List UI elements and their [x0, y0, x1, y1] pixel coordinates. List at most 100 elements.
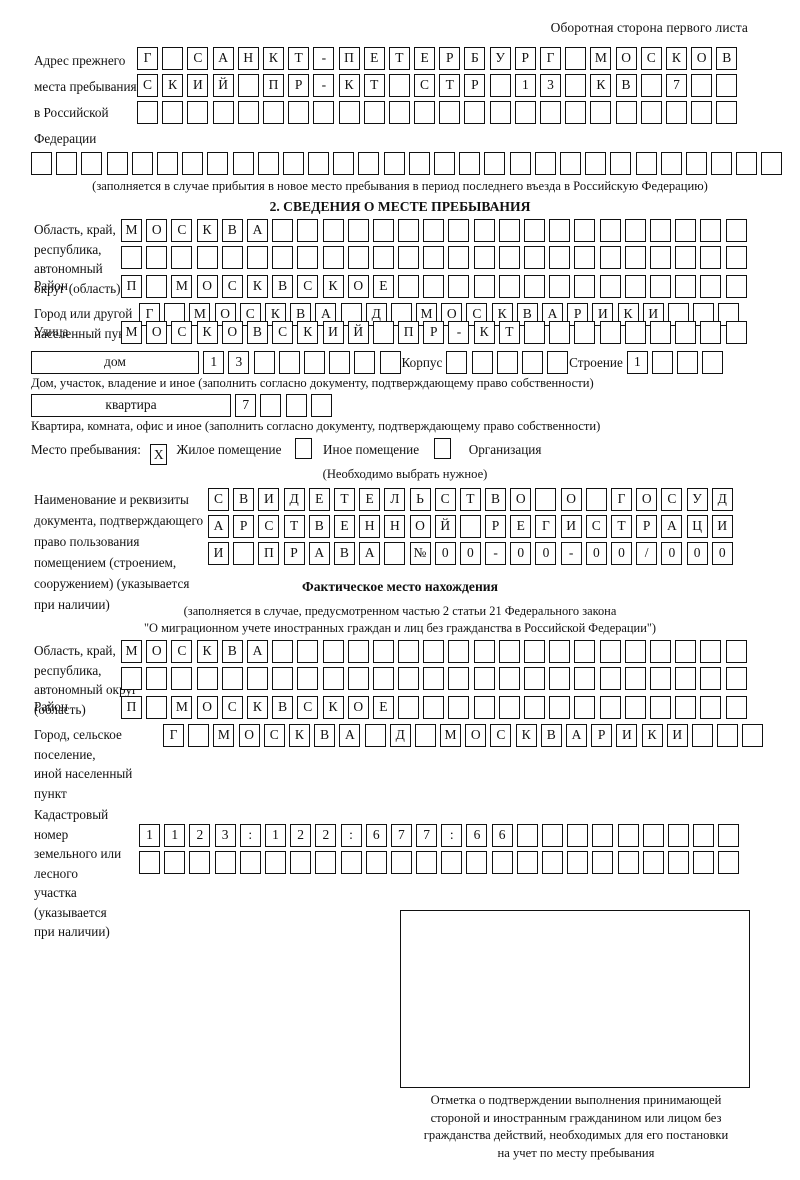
- document-cell[interactable]: Д: [711, 488, 733, 511]
- cadastral-cell[interactable]: 2: [189, 824, 211, 847]
- prev-address-cell[interactable]: М: [590, 47, 612, 70]
- cadastral-cell[interactable]: [340, 851, 362, 874]
- document-cell[interactable]: Й: [434, 515, 456, 538]
- document-cell[interactable]: Е: [510, 515, 532, 538]
- cadastral-cell[interactable]: [542, 851, 563, 874]
- prev-address-cell[interactable]: [187, 101, 209, 124]
- korpus-cell[interactable]: [471, 351, 493, 374]
- prev-address-cell[interactable]: П: [338, 47, 360, 70]
- actual-region-cell[interactable]: [221, 667, 243, 690]
- prev-address-wide-cell[interactable]: [660, 152, 682, 175]
- prev-address-cell[interactable]: Е: [414, 47, 436, 70]
- street-cell[interactable]: [725, 321, 747, 344]
- prev-address-wide-cell[interactable]: [383, 152, 405, 175]
- prev-address-wide-cell[interactable]: [610, 152, 632, 175]
- prev-address-wide-cell[interactable]: [232, 152, 254, 175]
- prev-address-wide-cell[interactable]: [585, 152, 607, 175]
- district-cell[interactable]: С: [221, 275, 243, 298]
- cadastral-cell[interactable]: [365, 851, 387, 874]
- actual-district-cell[interactable]: [675, 696, 697, 719]
- document-cell[interactable]: -: [560, 542, 582, 565]
- actual-region-cell[interactable]: С: [171, 640, 193, 663]
- actual-district-cell[interactable]: К: [322, 696, 344, 719]
- actual-region-cell[interactable]: [297, 640, 319, 663]
- region-cell[interactable]: [649, 246, 671, 269]
- prev-address-cell[interactable]: К: [262, 47, 284, 70]
- actual-region-cell[interactable]: В: [221, 640, 243, 663]
- actual-region-cell[interactable]: [675, 667, 697, 690]
- actual-city-cell[interactable]: С: [263, 724, 285, 747]
- cadastral-cell[interactable]: 6: [466, 824, 488, 847]
- actual-region-cell[interactable]: [574, 667, 596, 690]
- region-cell[interactable]: С: [171, 219, 193, 242]
- cadastral-cell[interactable]: [718, 851, 740, 874]
- street-cell[interactable]: [675, 321, 697, 344]
- prev-address-cell[interactable]: И: [187, 74, 209, 97]
- region-cell[interactable]: [297, 219, 319, 242]
- region-cell[interactable]: О: [146, 219, 168, 242]
- actual-region-cell[interactable]: [372, 640, 394, 663]
- actual-region-cell[interactable]: [398, 640, 420, 663]
- region-cell[interactable]: [700, 246, 722, 269]
- prev-address-cell[interactable]: [162, 101, 184, 124]
- actual-region-cell[interactable]: [649, 640, 671, 663]
- district-cell[interactable]: [146, 275, 168, 298]
- city-cell[interactable]: С: [239, 303, 261, 326]
- actual-region-cell[interactable]: [675, 640, 697, 663]
- city-cell[interactable]: М: [189, 303, 211, 326]
- actual-region-cell[interactable]: [297, 667, 319, 690]
- actual-city-cell[interactable]: В: [314, 724, 336, 747]
- prev-address-wide-cell[interactable]: [459, 152, 481, 175]
- region-cell[interactable]: [574, 246, 596, 269]
- actual-city-cell[interactable]: М: [440, 724, 462, 747]
- prev-address-cell[interactable]: У: [489, 47, 511, 70]
- district-cell[interactable]: [398, 275, 420, 298]
- actual-region-cell[interactable]: [524, 667, 545, 690]
- district-cell[interactable]: [524, 275, 545, 298]
- prev-address-cell[interactable]: [716, 101, 738, 124]
- actual-region-cell[interactable]: [423, 640, 445, 663]
- document-cell[interactable]: [535, 488, 557, 511]
- region-cell[interactable]: [649, 219, 671, 242]
- document-cell[interactable]: Р: [233, 515, 255, 538]
- prev-address-wide-cell[interactable]: [484, 152, 506, 175]
- prev-address-cell[interactable]: С: [187, 47, 209, 70]
- house-cell[interactable]: [278, 351, 300, 374]
- district-cell[interactable]: [725, 275, 747, 298]
- region-cell[interactable]: [524, 246, 545, 269]
- flat-cell[interactable]: [285, 394, 307, 417]
- document-cell[interactable]: 0: [459, 542, 481, 565]
- region-cell[interactable]: [221, 246, 243, 269]
- cadastral-cell[interactable]: :: [340, 824, 362, 847]
- document-cell[interactable]: Е: [359, 488, 381, 511]
- district-cell[interactable]: [624, 275, 646, 298]
- actual-region-cell[interactable]: [549, 640, 571, 663]
- prev-address-cell[interactable]: Б: [464, 47, 486, 70]
- actual-region-cell[interactable]: [347, 640, 369, 663]
- cadastral-cell[interactable]: [592, 851, 614, 874]
- region-cell[interactable]: [498, 219, 520, 242]
- region-cell[interactable]: [473, 246, 495, 269]
- cadastral-cell[interactable]: [617, 851, 639, 874]
- region-cell[interactable]: [398, 219, 420, 242]
- actual-district-cell[interactable]: [498, 696, 520, 719]
- cadastral-cell[interactable]: :: [239, 824, 261, 847]
- cadastral-cell[interactable]: 6: [491, 824, 513, 847]
- prev-address-cell[interactable]: Г: [540, 47, 561, 70]
- document-cell[interactable]: Н: [384, 515, 406, 538]
- region-cell[interactable]: [297, 246, 319, 269]
- prev-address-cell[interactable]: Р: [464, 74, 486, 97]
- prev-address-wide-cell[interactable]: [81, 152, 103, 175]
- cadastral-cell[interactable]: 7: [390, 824, 412, 847]
- prev-address-cell[interactable]: [464, 101, 486, 124]
- actual-district-cell[interactable]: [574, 696, 596, 719]
- actual-region-cell[interactable]: [725, 640, 747, 663]
- region-cell[interactable]: [423, 219, 445, 242]
- street-cell[interactable]: Й: [347, 321, 369, 344]
- document-cell[interactable]: 0: [434, 542, 456, 565]
- prev-address-cell[interactable]: Т: [388, 47, 410, 70]
- actual-region-cell[interactable]: [322, 640, 344, 663]
- prev-address-cell[interactable]: [237, 101, 259, 124]
- stroenie-cell[interactable]: [652, 351, 673, 374]
- document-cell[interactable]: 0: [686, 542, 708, 565]
